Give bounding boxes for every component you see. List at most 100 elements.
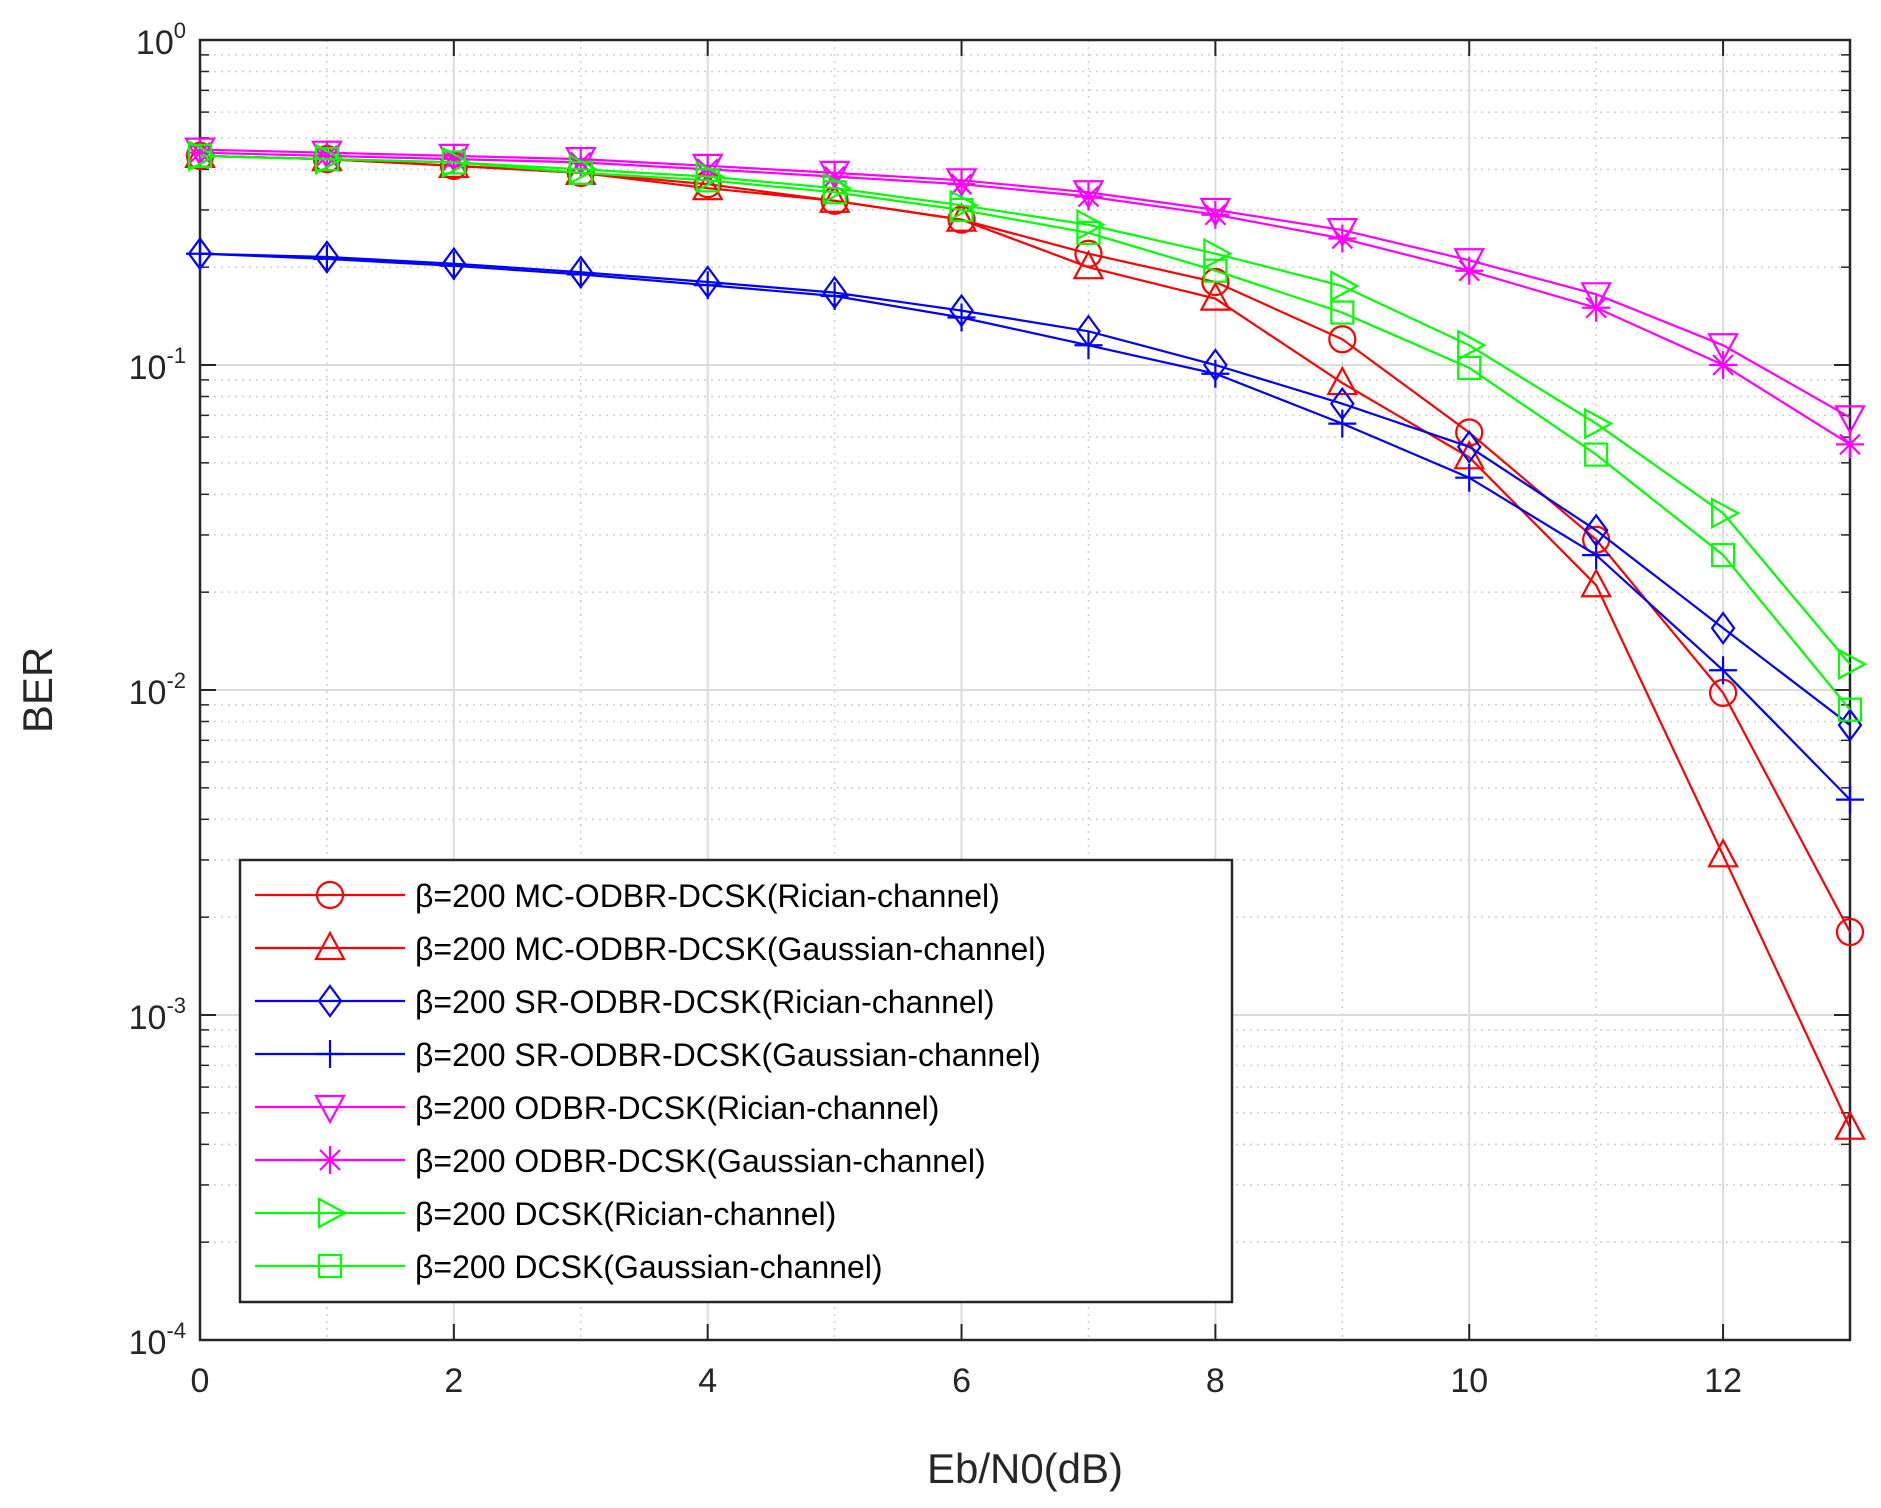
legend-label: β=200 SR-ODBR-DCSK(Gaussian-channel) — [415, 1037, 1041, 1073]
data-point — [947, 170, 976, 199]
data-point — [1456, 429, 1482, 464]
data-point — [1709, 351, 1738, 379]
data-point — [1074, 331, 1103, 360]
legend-entry: β=200 SR-ODBR-DCSK(Rician-channel) — [255, 984, 994, 1020]
legend-entry: β=200 MC-ODBR-DCSK(Rician-channel) — [255, 878, 1000, 914]
data-point — [1455, 256, 1484, 285]
data-point — [1582, 541, 1611, 570]
x-tick-label: 8 — [1206, 1362, 1225, 1400]
series-line — [199, 252, 1851, 801]
data-point — [1837, 697, 1863, 722]
series-line — [199, 154, 1851, 711]
legend-label: β=200 DCSK(Rician-channel) — [415, 1196, 836, 1232]
data-point — [314, 147, 340, 172]
data-point — [1835, 917, 1865, 947]
y-tick-label: 100 — [136, 18, 186, 62]
legend-entries: β=200 MC-ODBR-DCSK(Rician-channel) β=200 … — [255, 878, 1046, 1285]
legend-marker — [315, 880, 345, 910]
data-point — [1709, 656, 1738, 685]
data-point — [187, 236, 213, 271]
data-point — [1199, 281, 1232, 311]
data-point — [1836, 430, 1864, 459]
data-point — [945, 168, 978, 198]
data-point — [820, 162, 849, 191]
data-point — [1582, 293, 1611, 322]
series-6 — [186, 138, 1864, 459]
legend-entry: β=200 DCSK(Rician-channel) — [255, 1196, 836, 1232]
data-point — [439, 145, 468, 174]
data-point — [186, 138, 214, 167]
data-point — [1330, 270, 1360, 302]
legend-entry: β=200 ODBR-DCSK(Rician-channel) — [255, 1090, 939, 1126]
series-5 — [184, 137, 1866, 435]
legend-marker — [317, 1197, 348, 1229]
legend-marker — [317, 1253, 343, 1279]
y-axis-label: BER — [14, 647, 61, 733]
data-point — [820, 282, 849, 311]
legend-entry: β=200 SR-ODBR-DCSK(Gaussian-channel) — [255, 1037, 1041, 1073]
data-point — [1201, 359, 1230, 388]
data-point — [1328, 224, 1357, 253]
data-point — [1584, 442, 1609, 467]
legend-entry: β=200 DCSK(Gaussian-channel) — [255, 1249, 883, 1285]
legend-marker — [316, 1146, 344, 1174]
x-tick-label: 6 — [952, 1362, 971, 1400]
data-point — [1328, 409, 1357, 438]
x-tick-label: 2 — [444, 1362, 463, 1400]
data-point — [566, 260, 595, 289]
series-4 — [186, 239, 1864, 814]
x-tick-label: 12 — [1704, 1362, 1742, 1400]
data-point — [1707, 837, 1739, 868]
legend-label: β=200 DCSK(Gaussian-channel) — [415, 1249, 883, 1285]
legend-entry: β=200 ODBR-DCSK(Gaussian-channel) — [255, 1143, 986, 1179]
series-layer — [184, 137, 1868, 1140]
data-point — [691, 170, 724, 201]
series-line — [199, 252, 1851, 726]
data-point — [1201, 200, 1230, 229]
data-point — [1837, 648, 1868, 681]
data-point — [568, 160, 593, 186]
data-point — [441, 150, 466, 175]
data-point — [1710, 543, 1736, 568]
x-axis-label: Eb/N0(dB) — [927, 1445, 1123, 1492]
data-point — [187, 143, 213, 168]
data-point — [1836, 785, 1864, 814]
data-point — [949, 197, 974, 223]
legend-label: β=200 ODBR-DCSK(Gaussian-channel) — [415, 1143, 986, 1179]
data-point — [818, 160, 851, 191]
data-point — [1710, 611, 1736, 646]
axis-ticks — [199, 39, 1850, 1341]
legend: β=200 MC-ODBR-DCSK(Rician-channel) β=200 … — [238, 858, 1234, 1304]
data-point — [1457, 329, 1487, 362]
data-point — [312, 141, 341, 170]
data-point — [1707, 333, 1739, 363]
series-line — [199, 154, 1851, 933]
y-tick-label: 10-2 — [129, 668, 186, 712]
data-point — [1584, 407, 1614, 440]
data-point — [1072, 249, 1105, 280]
series-line — [199, 154, 1851, 1129]
legend-label: β=200 MC-ODBR-DCSK(Gaussian-channel) — [415, 931, 1046, 967]
data-point — [439, 251, 468, 280]
y-tick-labels: 100 10-1 10-2 10-3 10-4 — [129, 18, 186, 1362]
x-tick-label: 10 — [1450, 1362, 1488, 1400]
y-tick-label: 10-4 — [129, 1318, 186, 1362]
legend-label: β=200 SR-ODBR-DCSK(Rician-channel) — [415, 984, 994, 1020]
data-point — [1074, 182, 1103, 211]
data-point — [186, 239, 214, 268]
data-point — [822, 180, 847, 205]
x-tick-labels: 0 2 4 6 8 10 12 — [191, 1362, 1742, 1400]
series-line — [199, 154, 1851, 666]
y-tick-label: 10-1 — [129, 343, 186, 387]
x-tick-label: 0 — [191, 1362, 210, 1400]
series-line — [199, 148, 1851, 419]
legend-entry: β=200 MC-ODBR-DCSK(Gaussian-channel) — [255, 930, 1046, 967]
data-point — [1455, 463, 1484, 492]
data-point — [695, 168, 720, 193]
legend-box — [238, 858, 1234, 1304]
y-tick-label: 10-3 — [129, 993, 186, 1037]
data-point — [1326, 365, 1359, 396]
data-point — [1834, 1110, 1866, 1140]
data-point — [1199, 197, 1232, 228]
